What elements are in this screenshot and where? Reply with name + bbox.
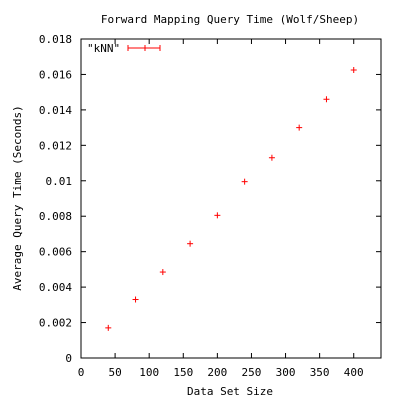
data-point bbox=[105, 324, 112, 331]
y-tick-label: 0.002 bbox=[39, 317, 72, 330]
x-tick-label: 400 bbox=[344, 366, 364, 379]
y-tick-label: 0.014 bbox=[39, 104, 72, 117]
x-tick-label: 150 bbox=[173, 366, 193, 379]
x-tick-label: 200 bbox=[207, 366, 227, 379]
legend-marker bbox=[127, 45, 161, 51]
data-point bbox=[214, 212, 221, 219]
y-axis-label: Average Query Time (Seconds) bbox=[11, 105, 24, 290]
x-tick-label: 50 bbox=[108, 366, 121, 379]
data-point bbox=[159, 269, 166, 276]
x-tick-label: 350 bbox=[310, 366, 330, 379]
x-tick-label: 100 bbox=[139, 366, 159, 379]
y-tick-label: 0.004 bbox=[39, 281, 72, 294]
x-axis: 0 50 100 150 200 250 300 350 400 bbox=[78, 39, 364, 379]
legend: "kNN" bbox=[87, 42, 161, 55]
x-axis-label: Data Set Size bbox=[187, 385, 273, 398]
legend-label: "kNN" bbox=[87, 42, 120, 55]
y-tick-label: 0.012 bbox=[39, 139, 72, 152]
data-point bbox=[268, 154, 275, 161]
plot-frame bbox=[80, 38, 382, 359]
y-axis: 0 0.002 0.004 0.006 0.008 0.01 0.012 0.014 0.016… bbox=[39, 33, 381, 365]
data-point bbox=[241, 178, 248, 185]
y-tick-label: 0.006 bbox=[39, 246, 72, 259]
data-point bbox=[323, 96, 330, 103]
y-tick-label: 0.01 bbox=[46, 175, 73, 188]
data-point bbox=[132, 296, 139, 303]
y-tick-label: 0.016 bbox=[39, 68, 72, 81]
x-tick-label: 250 bbox=[242, 366, 262, 379]
chart-title: Forward Mapping Query Time (Wolf/Sheep) bbox=[101, 13, 359, 26]
y-tick-label: 0 bbox=[65, 352, 72, 365]
y-tick-label: 0.008 bbox=[39, 210, 72, 223]
data-point bbox=[296, 124, 303, 131]
data-point bbox=[350, 67, 357, 74]
x-tick-label: 0 bbox=[78, 366, 85, 379]
x-tick-label: 300 bbox=[276, 366, 296, 379]
data-points bbox=[105, 67, 357, 331]
data-point bbox=[187, 240, 194, 247]
y-tick-label: 0.018 bbox=[39, 33, 72, 46]
